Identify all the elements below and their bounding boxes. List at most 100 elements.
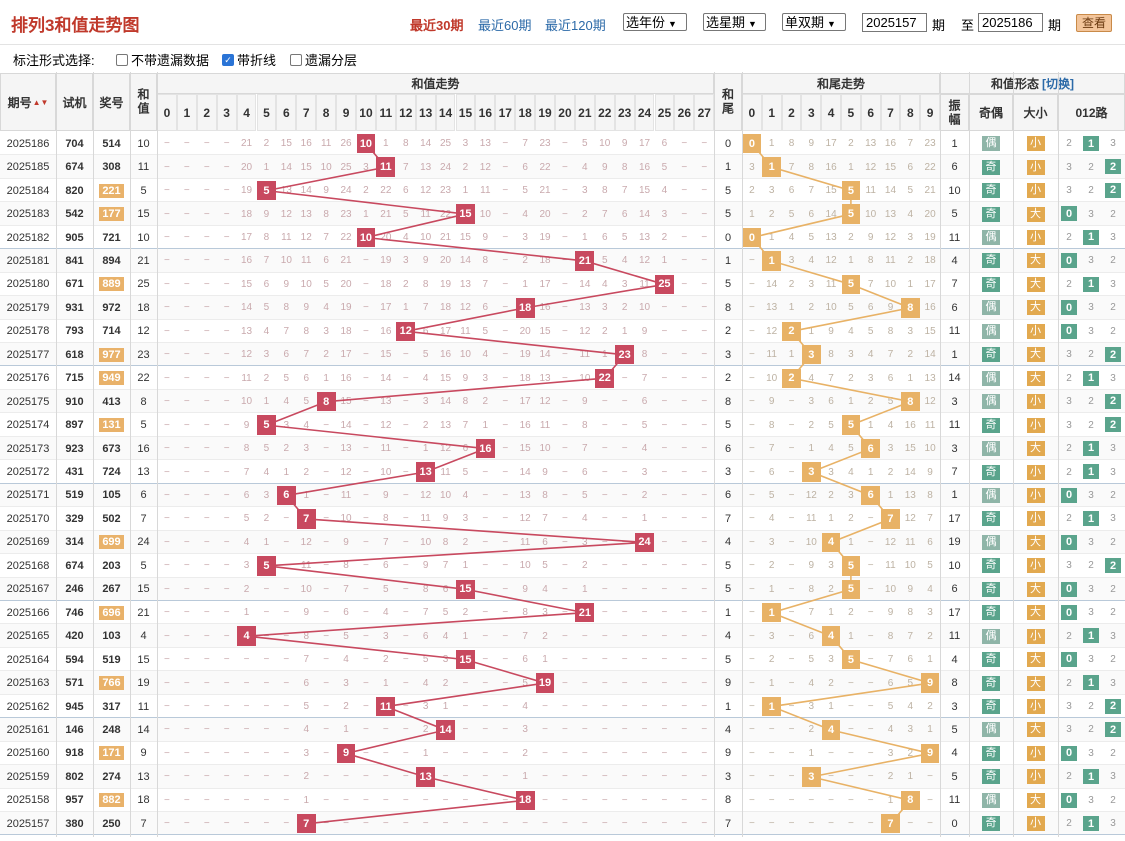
omission-cell: 5: [601, 255, 608, 267]
omission-cell: 3: [808, 396, 815, 408]
period-cell: 2025175: [6, 395, 50, 408]
sum-mark: 5: [257, 556, 276, 576]
omission-cell: 19: [380, 255, 392, 267]
omission-cell: −: [661, 701, 668, 713]
checkbox-icon[interactable]: [290, 53, 302, 66]
from-unit: 期: [932, 18, 946, 33]
omission-cell: −: [183, 232, 190, 244]
omission-cell: 4: [402, 232, 409, 244]
parity-select[interactable]: 单双期 ▼: [782, 13, 846, 31]
omission-cell: −: [363, 677, 369, 689]
nav-recent-30[interactable]: 最近30期: [410, 18, 464, 33]
sum-num-header: 22: [594, 94, 615, 131]
option-omission-layer[interactable]: 遗漏分层: [290, 50, 357, 69]
omission-cell: −: [223, 560, 230, 572]
sum-tail-cell: 1: [724, 254, 732, 267]
omission-cell: 4: [907, 208, 914, 220]
road-omission: 2: [1088, 396, 1094, 408]
option-polyline[interactable]: ✓ 带折线: [222, 50, 276, 69]
omission-cell: 12: [280, 208, 292, 220]
omission-cell: −: [502, 278, 509, 290]
omission-cell: 9: [582, 396, 588, 408]
omission-cell: −: [164, 419, 170, 431]
query-button[interactable]: 查看: [1076, 14, 1112, 32]
road-omission: 3: [1066, 185, 1072, 197]
sum-num-header: 23: [614, 94, 635, 131]
omission-cell: 8: [343, 560, 349, 572]
from-period-input[interactable]: 2025157: [862, 13, 927, 32]
col-period[interactable]: 期号 ▲▼: [0, 73, 56, 131]
omission-cell: 17: [825, 138, 837, 150]
omission-cell: −: [621, 513, 628, 525]
year-select[interactable]: 选年份 ▼: [623, 13, 687, 31]
omission-cell: −: [768, 818, 775, 830]
prize-cell: 724: [93, 460, 130, 483]
sum-tail-cell: 8: [724, 794, 732, 807]
option-no-omission[interactable]: 不带遗漏数据: [116, 50, 209, 69]
tail-mark: 0: [742, 227, 762, 248]
road-mark: 2: [1105, 393, 1121, 409]
omission-cell: 1: [848, 630, 854, 642]
omission-cell: 3: [828, 654, 834, 666]
omission-cell: −: [748, 536, 755, 548]
amp-cell: 3: [951, 442, 958, 455]
omission-cell: −: [502, 349, 509, 361]
weekday-select[interactable]: 选星期 ▼: [703, 13, 766, 31]
omission-cell: 11: [885, 255, 896, 267]
nav-recent-120[interactable]: 最近120期: [545, 18, 606, 33]
omission-cell: 9: [641, 325, 648, 337]
omission-cell: 18: [924, 255, 936, 267]
road-omission: 3: [1088, 208, 1094, 220]
omission-cell: −: [867, 724, 874, 736]
checkbox-icon[interactable]: [116, 53, 128, 66]
odd-even-badge: 偶: [982, 487, 1000, 503]
omission-cell: −: [223, 396, 230, 408]
to-period-input[interactable]: 2025186: [978, 13, 1043, 32]
omission-cell: −: [601, 560, 608, 572]
omission-cell: 6: [522, 654, 528, 666]
checkbox-checked-icon[interactable]: ✓: [222, 53, 234, 66]
prize-cell: 274: [93, 765, 130, 788]
omission-cell: 10: [904, 560, 916, 572]
omission-cell: −: [164, 677, 170, 689]
omission-cell: −: [748, 255, 755, 267]
sum-num-header: 13: [415, 94, 436, 131]
omission-cell: 4: [788, 232, 795, 244]
omission-cell: −: [363, 794, 369, 806]
omission-cell: −: [701, 818, 708, 830]
omission-cell: −: [562, 794, 568, 806]
omission-cell: 11: [825, 278, 837, 290]
omission-cell: 16: [904, 419, 916, 431]
omission-cell: −: [788, 701, 795, 713]
option-label: 不带遗漏数据: [131, 53, 210, 68]
omission-cell: 12: [479, 161, 491, 173]
tail-mark: 1: [762, 251, 782, 271]
omission-cell: 3: [907, 724, 914, 736]
omission-cell: 3: [422, 701, 429, 713]
omission-cell: 1: [848, 255, 854, 267]
omission-cell: −: [203, 278, 210, 290]
amp-cell: 1: [951, 348, 958, 361]
omission-cell: −: [203, 583, 210, 595]
omission-cell: 1: [621, 325, 628, 337]
omission-cell: 15: [539, 325, 551, 337]
omission-cell: 4: [303, 419, 310, 431]
omission-cell: 12: [884, 232, 897, 244]
omission-cell: 1: [867, 466, 874, 478]
road-omission: 3: [1110, 818, 1116, 830]
omission-cell: 3: [462, 513, 469, 525]
prize-number: 514: [102, 137, 121, 150]
size-badge: 小: [1026, 394, 1045, 410]
omission-cell: 15: [280, 138, 292, 150]
omission-cell: −: [601, 607, 608, 619]
omission-cell: −: [482, 771, 489, 783]
omission-cell: −: [183, 630, 190, 642]
table-row: 2025170 329 502 7− − − −5 2−7−10−8−11 9 3− −12 7−4−…: [0, 507, 1125, 531]
column-divider: [93, 72, 94, 837]
omission-cell: −: [283, 560, 290, 572]
omission-cell: 1: [482, 419, 489, 431]
omission-cell: −: [661, 489, 668, 501]
omission-cell: 14: [420, 138, 432, 150]
nav-recent-60[interactable]: 最近60期: [478, 18, 532, 33]
omission-cell: 2: [768, 560, 775, 572]
